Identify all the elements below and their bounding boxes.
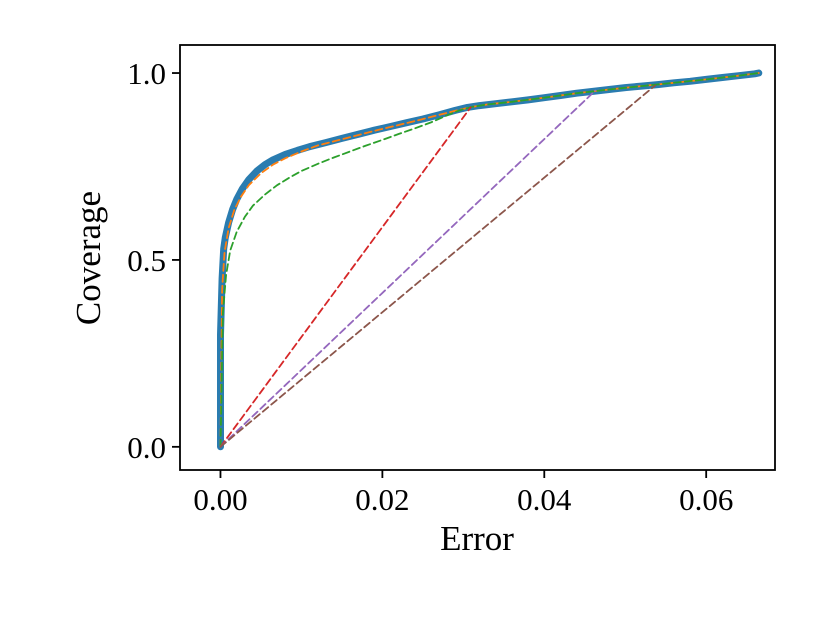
x-tick-label: 0.04 [517,482,572,517]
y-tick-label: 0.5 [127,243,166,278]
series-coverage-curve-green-dashed [219,72,760,448]
series-chord-purple-dashed [219,89,597,448]
ticks-group: 0.00 0.02 0.04 0.06 0.0 0.5 1.0 [127,56,733,517]
x-tick-label: 0.02 [355,482,409,517]
y-tick-label: 1.0 [127,56,166,91]
x-tick-label: 0.06 [679,482,733,517]
x-axis-label: Error [440,519,514,558]
series-group [217,69,763,451]
y-tick-label: 0.0 [127,430,166,465]
plot-border [179,44,776,471]
y-axis-label: Coverage [69,191,108,325]
x-tick-label: 0.00 [193,482,247,517]
plot-area [180,45,775,470]
series-chord-red-dashed [219,106,472,448]
series-chord-brown-dashed [219,84,657,448]
